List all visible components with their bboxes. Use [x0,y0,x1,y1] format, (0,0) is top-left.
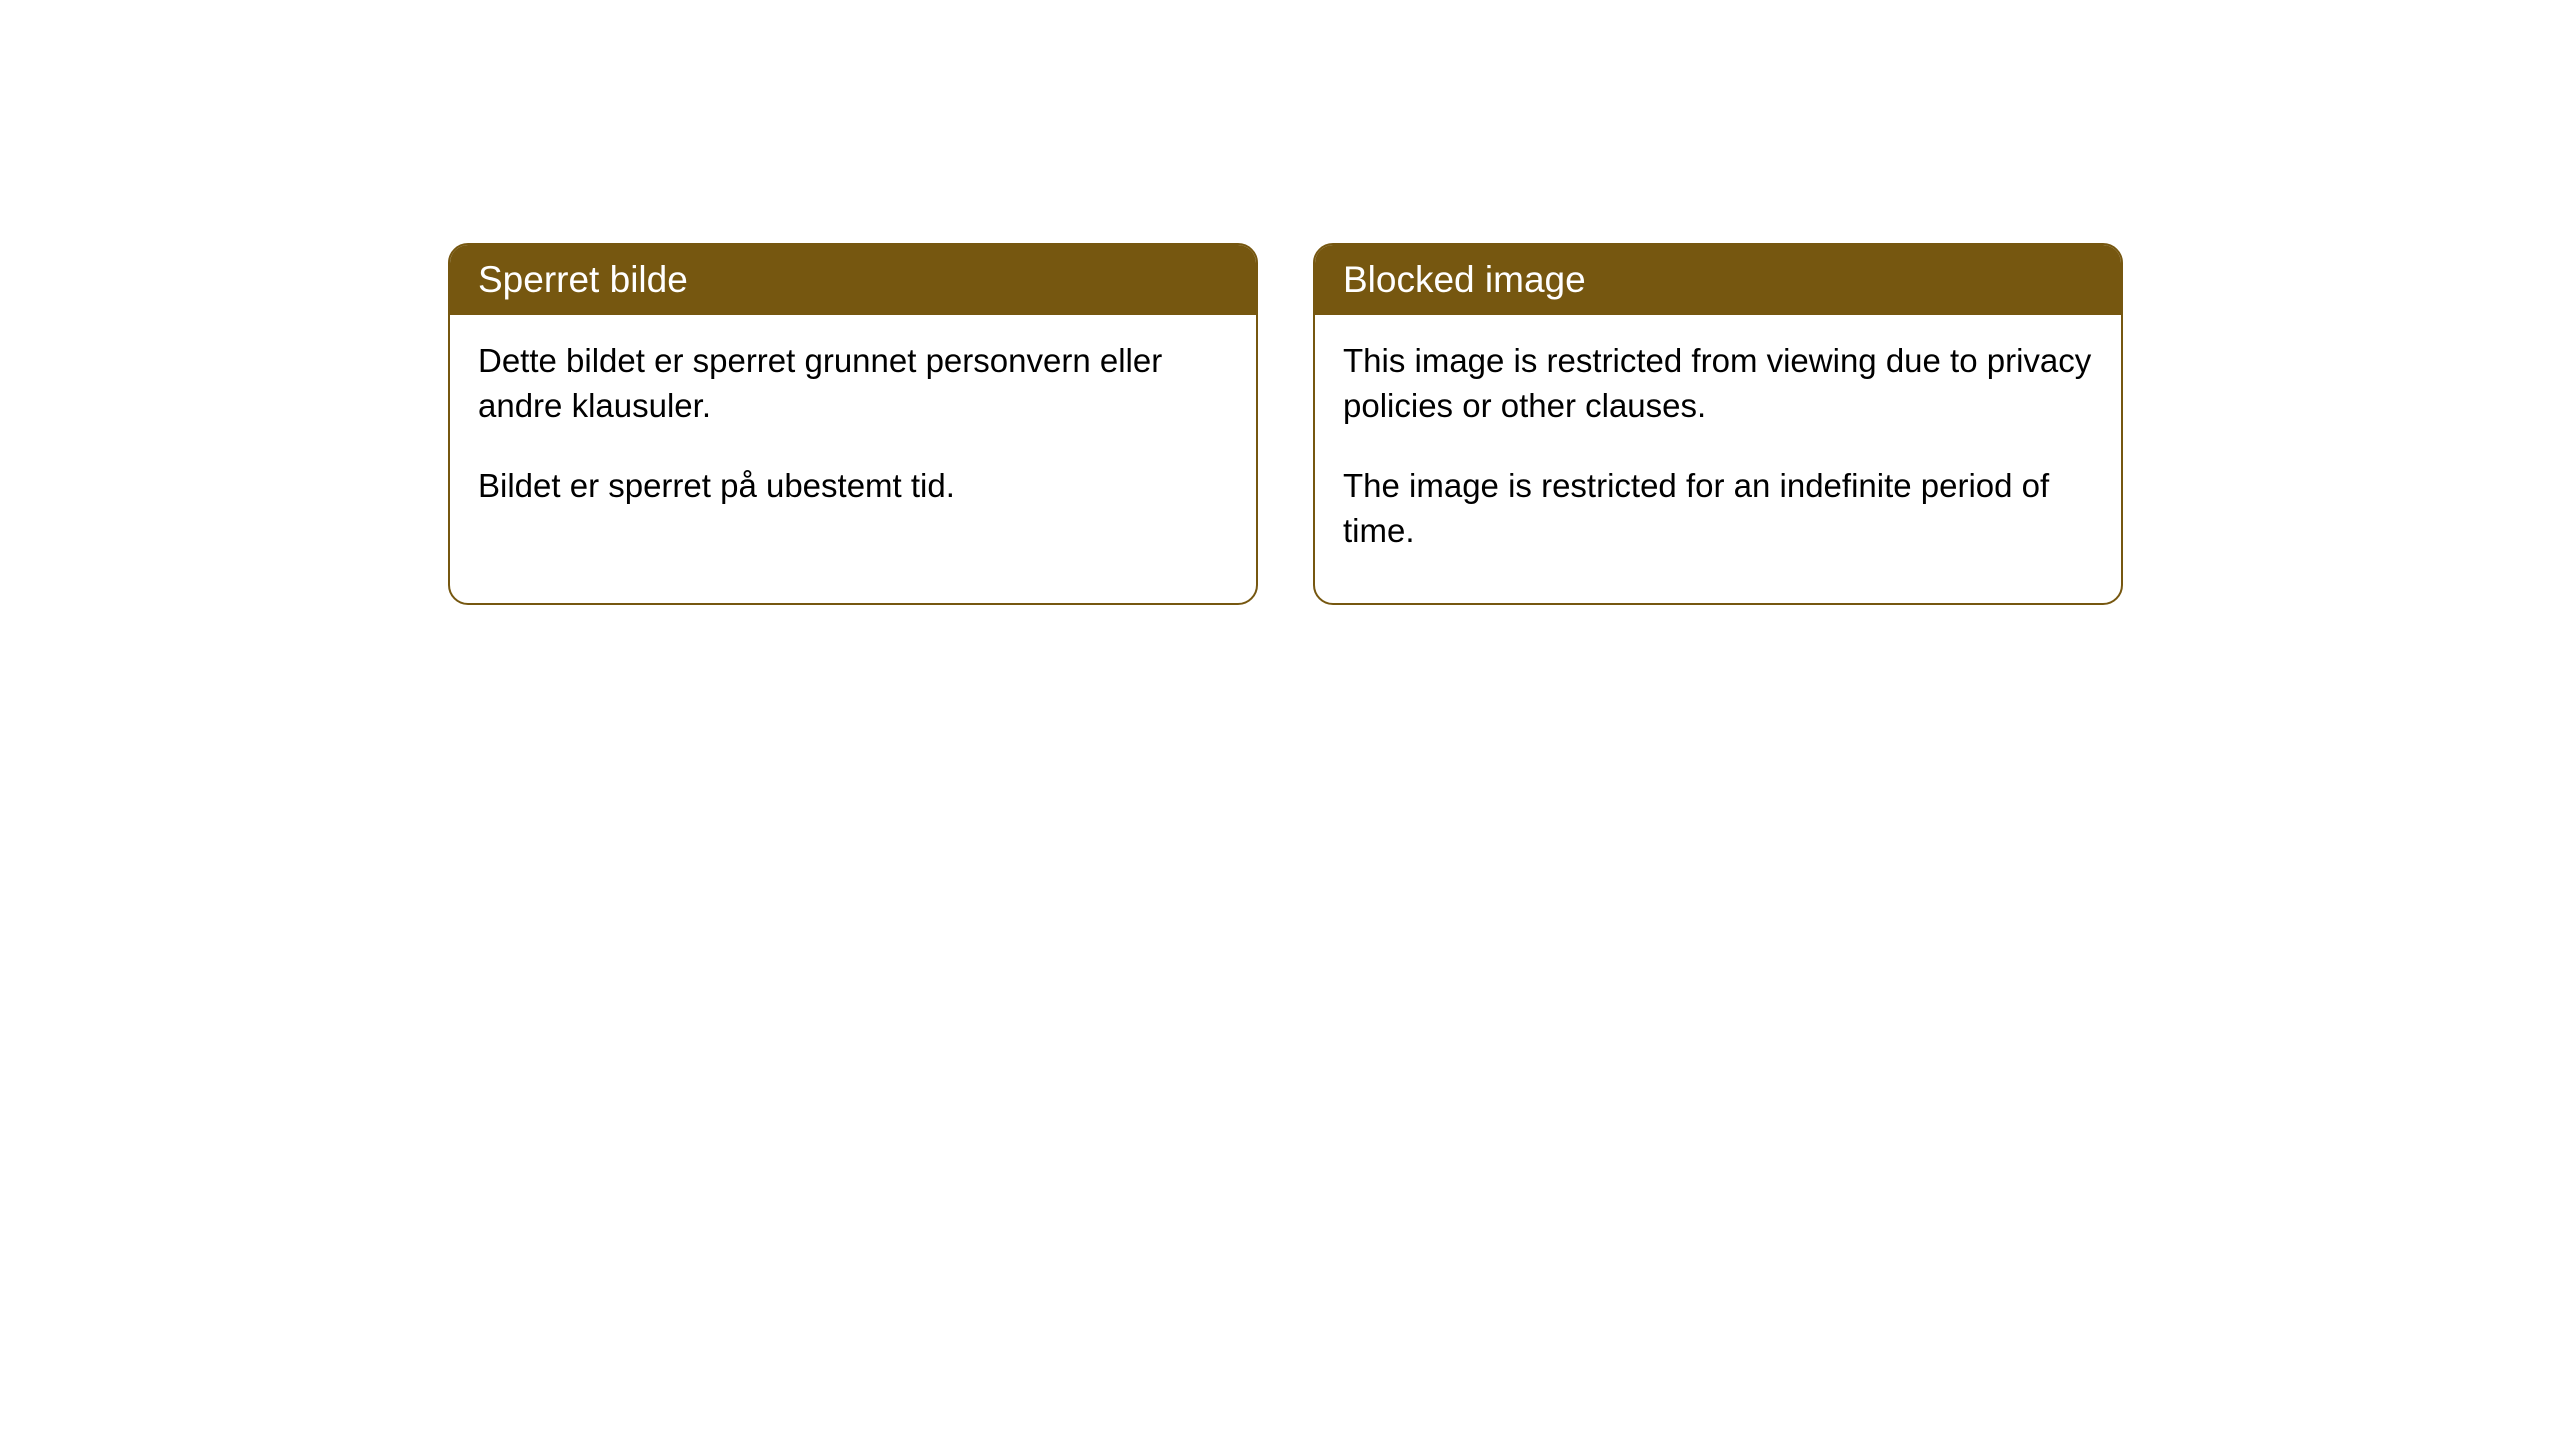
cards-container: Sperret bilde Dette bildet er sperret gr… [448,243,2123,605]
card-body: This image is restricted from viewing du… [1315,315,2121,603]
card-paragraph: Dette bildet er sperret grunnet personve… [478,339,1228,428]
card-title: Sperret bilde [478,259,688,300]
card-title: Blocked image [1343,259,1586,300]
card-header: Sperret bilde [450,245,1256,315]
card-paragraph: The image is restricted for an indefinit… [1343,464,2093,553]
blocked-image-card-english: Blocked image This image is restricted f… [1313,243,2123,605]
blocked-image-card-norwegian: Sperret bilde Dette bildet er sperret gr… [448,243,1258,605]
card-paragraph: Bildet er sperret på ubestemt tid. [478,464,1228,509]
card-paragraph: This image is restricted from viewing du… [1343,339,2093,428]
card-body: Dette bildet er sperret grunnet personve… [450,315,1256,559]
card-header: Blocked image [1315,245,2121,315]
